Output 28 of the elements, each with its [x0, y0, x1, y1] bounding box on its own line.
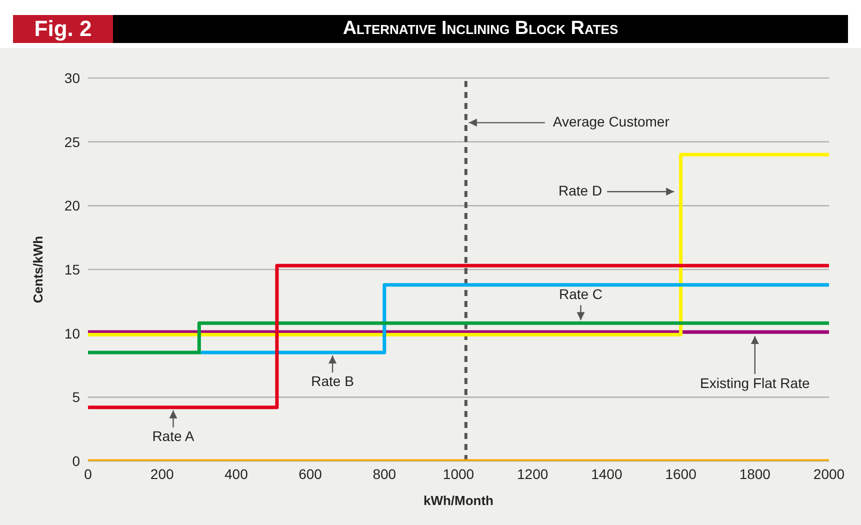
chart-title: Alternative Inclining Block Rates	[113, 15, 848, 43]
annotation: Average Customer	[552, 113, 670, 130]
y-tick-label: 5	[72, 389, 80, 406]
y-tick-label: 30	[64, 70, 80, 86]
x-tick-label: 200	[150, 466, 174, 482]
x-tick-label: 1800	[739, 466, 771, 482]
y-tick-label: 10	[64, 325, 80, 342]
y-axis-title: Cents/kWh	[30, 236, 46, 304]
x-tick-label: 2000	[813, 466, 845, 482]
y-tick-label: 20	[64, 198, 80, 214]
x-tick-label: 800	[372, 466, 396, 482]
annotation: Rate C	[558, 286, 603, 302]
caption: Fig. 2	[13, 15, 113, 43]
x-tick-label: 600	[298, 466, 322, 482]
y-tick-label: 0	[72, 452, 80, 469]
annotation: Existing Flat Rate	[700, 374, 810, 391]
y-tick-label: 25	[64, 134, 80, 150]
annotation: Rate A	[152, 428, 195, 444]
x-tick-label: 1600	[665, 466, 697, 482]
x-tick-label: 0	[84, 466, 92, 482]
y-tick-label: 15	[64, 261, 80, 278]
x-tick-label: 1000	[442, 466, 474, 482]
x-tick-label: 1400	[591, 466, 622, 482]
annotation: Rate B	[311, 373, 354, 390]
x-tick-label: 1200	[517, 466, 548, 482]
x-tick-label: 400	[224, 466, 248, 482]
x-axis-title: kWh/Month	[423, 493, 494, 508]
annotation: Rate D	[558, 182, 602, 198]
